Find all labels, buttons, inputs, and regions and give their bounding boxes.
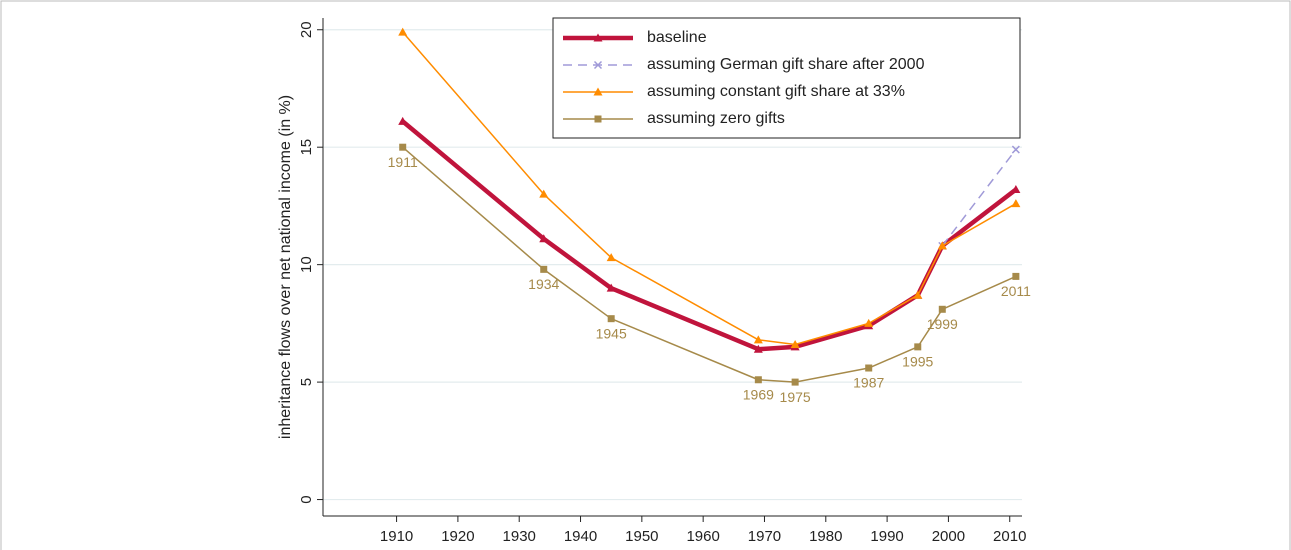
marker <box>1012 272 1020 280</box>
point-label: 1934 <box>528 276 559 292</box>
marker <box>399 143 407 151</box>
series-line <box>941 149 1017 247</box>
marker <box>753 344 763 353</box>
y-tick-label: 20 <box>298 21 315 38</box>
y-tick-label: 5 <box>298 378 315 386</box>
series-line <box>401 119 1018 352</box>
marker <box>539 234 549 243</box>
point-label: 1995 <box>902 354 933 370</box>
x-tick-label: 1990 <box>870 528 903 545</box>
point-label: 2011 <box>1001 283 1031 299</box>
legend-marker <box>593 87 603 96</box>
y-tick-label: 0 <box>298 495 315 503</box>
marker <box>753 335 763 344</box>
point-label: 1969 <box>743 386 774 402</box>
x-tick-label: 1940 <box>564 528 597 545</box>
marker <box>398 116 408 125</box>
legend-label: assuming zero gifts <box>647 110 785 127</box>
x-tick-label: 1910 <box>380 528 413 545</box>
point-label: 1987 <box>853 375 884 391</box>
legend-label: assuming constant gift share at 33% <box>647 83 905 100</box>
y-axis-label: inheritance flows over net national inco… <box>277 95 294 439</box>
x-tick-label: 1920 <box>441 528 474 545</box>
marker <box>790 340 800 349</box>
marker <box>937 241 947 250</box>
x-tick-label: 1950 <box>625 528 658 545</box>
marker <box>1011 145 1020 154</box>
marker <box>1011 184 1021 193</box>
legend-label: assuming German gift share after 2000 <box>647 56 925 73</box>
legend-marker <box>593 33 603 42</box>
y-tick-label: 15 <box>298 139 315 156</box>
marker <box>864 318 874 327</box>
marker <box>914 343 922 351</box>
x-tick-label: 1930 <box>503 528 536 545</box>
marker <box>865 364 873 372</box>
marker <box>539 189 549 198</box>
marker <box>913 290 923 299</box>
marker <box>398 27 408 36</box>
y-tick-label: 10 <box>298 256 315 273</box>
marker <box>791 378 799 386</box>
marker <box>540 265 548 273</box>
x-tick-label: 2000 <box>932 528 965 545</box>
x-tick-label: 1970 <box>748 528 781 545</box>
marker <box>754 376 762 384</box>
marker <box>1011 199 1021 208</box>
x-tick-label: 2010 <box>993 528 1026 545</box>
legend-marker <box>593 60 603 70</box>
marker <box>606 253 616 262</box>
point-label: 1999 <box>927 316 958 332</box>
x-tick-label: 1960 <box>686 528 719 545</box>
legend-label: baseline <box>647 29 707 46</box>
marker <box>607 315 615 323</box>
marker <box>606 283 616 292</box>
legend-marker <box>594 115 602 123</box>
point-label: 1911 <box>388 154 418 170</box>
point-label: 1945 <box>596 325 627 341</box>
x-tick-label: 1980 <box>809 528 842 545</box>
marker <box>938 305 946 313</box>
point-label: 1975 <box>780 389 811 405</box>
